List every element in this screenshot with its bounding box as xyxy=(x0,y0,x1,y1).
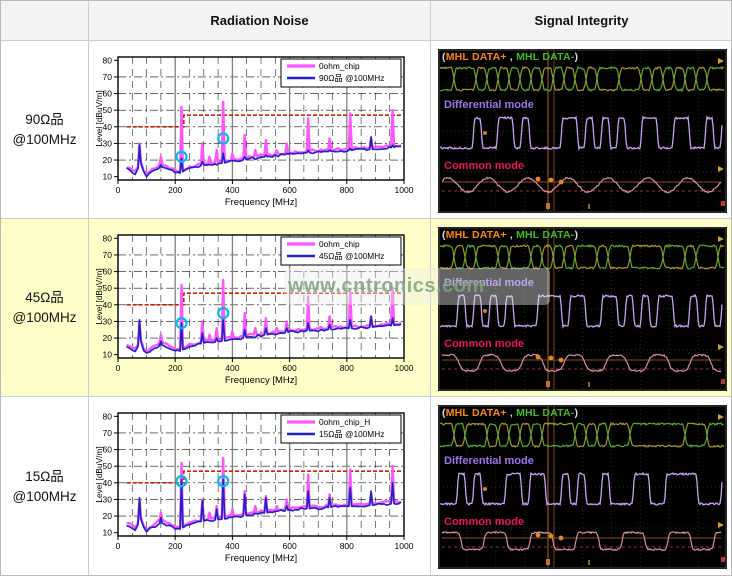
svg-text:10: 10 xyxy=(103,172,113,182)
signal-cell-45ohm: (MHL DATA+ , MHL DATA-) Differential mod… xyxy=(431,219,731,397)
svg-text:45Ω品 @100MHz: 45Ω品 @100MHz xyxy=(319,251,384,261)
svg-text:20: 20 xyxy=(103,333,113,343)
header-signal-integrity: Signal Integrity xyxy=(431,1,731,41)
row-label-15ohm-line1: 15Ω品 xyxy=(25,468,64,484)
scope-waveforms-90ohm xyxy=(438,49,727,213)
svg-text:200: 200 xyxy=(168,363,182,373)
svg-text:600: 600 xyxy=(283,541,297,551)
row-label-15ohm: 15Ω品 @100MHz xyxy=(1,397,89,575)
svg-text:60: 60 xyxy=(103,267,113,277)
svg-text:80: 80 xyxy=(103,233,113,243)
radiation-cell-90ohm: 10 20 30 40 50 60 70 80 0 200 400 600 800 1000 Frequen… xyxy=(89,41,431,219)
svg-text:60: 60 xyxy=(103,89,113,99)
svg-text:70: 70 xyxy=(103,72,113,82)
signal-cell-15ohm: (MHL DATA+ , MHL DATA-) Differential mod… xyxy=(431,397,731,575)
differential-mode-label: Differential mode xyxy=(444,277,534,289)
svg-text:600: 600 xyxy=(283,363,297,373)
row-label-90ohm-line2: @100MHz xyxy=(12,131,77,147)
svg-text:200: 200 xyxy=(168,541,182,551)
differential-mode-label: Differential mode xyxy=(444,455,534,467)
scope-waveforms-45ohm xyxy=(438,227,727,391)
signal-cell-90ohm: (MHL DATA+ , MHL DATA-) Differential mod… xyxy=(431,41,731,219)
svg-text:400: 400 xyxy=(225,541,239,551)
radiation-cell-45ohm: 10 20 30 40 50 60 70 80 0 200 400 600 800 1000 Frequen… xyxy=(89,219,431,397)
svg-text:50: 50 xyxy=(103,283,113,293)
svg-text:Frequency [MHz]: Frequency [MHz] xyxy=(225,553,297,564)
common-mode-label: Common mode xyxy=(444,338,525,350)
scope-title-15ohm: (MHL DATA+ , MHL DATA-) xyxy=(442,407,579,419)
scope-title-45ohm: (MHL DATA+ , MHL DATA-) xyxy=(442,229,579,241)
scope-title-90ohm: (MHL DATA+ , MHL DATA-) xyxy=(442,51,579,63)
svg-text:80: 80 xyxy=(103,55,113,65)
svg-text:70: 70 xyxy=(103,250,113,260)
signal-integrity-scope-45ohm: (MHL DATA+ , MHL DATA-) Differential mod… xyxy=(438,227,727,391)
row-label-90ohm: 90Ω品 @100MHz xyxy=(1,41,89,219)
svg-text:30: 30 xyxy=(103,494,113,504)
svg-text:Level [dBuV/m]: Level [dBuV/m] xyxy=(95,90,104,146)
svg-text:1000: 1000 xyxy=(395,541,414,551)
svg-text:30: 30 xyxy=(103,316,113,326)
header-radiation-noise-label: Radiation Noise xyxy=(210,13,309,28)
svg-text:1000: 1000 xyxy=(395,185,414,195)
scope-waveforms-15ohm xyxy=(438,405,727,569)
svg-text:15Ω品 @100MHz: 15Ω品 @100MHz xyxy=(319,429,384,439)
svg-text:0: 0 xyxy=(116,541,121,551)
svg-text:10: 10 xyxy=(103,350,113,360)
signal-integrity-scope-90ohm: (MHL DATA+ , MHL DATA-) Differential mod… xyxy=(438,49,727,213)
svg-text:70: 70 xyxy=(103,428,113,438)
svg-text:40: 40 xyxy=(103,122,113,132)
svg-text:30: 30 xyxy=(103,138,113,148)
svg-text:0ohm_chip: 0ohm_chip xyxy=(319,61,360,71)
svg-text:400: 400 xyxy=(225,363,239,373)
svg-text:1000: 1000 xyxy=(395,363,414,373)
svg-text:40: 40 xyxy=(103,478,113,488)
svg-text:Frequency [MHz]: Frequency [MHz] xyxy=(225,375,297,386)
svg-text:50: 50 xyxy=(103,105,113,115)
svg-text:80: 80 xyxy=(103,411,113,421)
svg-text:800: 800 xyxy=(340,541,354,551)
signal-integrity-scope-15ohm: (MHL DATA+ , MHL DATA-) Differential mod… xyxy=(438,405,727,569)
svg-text:20: 20 xyxy=(103,155,113,165)
radiation-cell-15ohm: 10 20 30 40 50 60 70 80 0 200 400 600 800 1000 Frequen… xyxy=(89,397,431,575)
svg-text:Level [dBuV/m]: Level [dBuV/m] xyxy=(95,268,104,324)
common-mode-label: Common mode xyxy=(444,160,525,172)
row-label-45ohm-line2: @100MHz xyxy=(12,309,77,325)
svg-text:20: 20 xyxy=(103,511,113,521)
header-radiation-noise: Radiation Noise xyxy=(89,1,431,41)
row-label-15ohm-line2: @100MHz xyxy=(12,488,77,504)
svg-text:0ohm_chip: 0ohm_chip xyxy=(319,239,360,249)
row-label-45ohm-line1: 45Ω品 xyxy=(25,289,64,305)
header-corner-cell xyxy=(1,1,89,41)
svg-text:Level [dBuV/m]: Level [dBuV/m] xyxy=(95,446,104,502)
svg-text:200: 200 xyxy=(168,185,182,195)
row-label-90ohm-line1: 90Ω品 xyxy=(25,111,64,127)
common-mode-label: Common mode xyxy=(444,516,525,528)
svg-text:800: 800 xyxy=(340,185,354,195)
svg-text:400: 400 xyxy=(225,185,239,195)
svg-text:800: 800 xyxy=(340,363,354,373)
svg-text:40: 40 xyxy=(103,300,113,310)
svg-text:0ohm_chip_H: 0ohm_chip_H xyxy=(319,417,370,427)
svg-text:0: 0 xyxy=(116,185,121,195)
svg-text:10: 10 xyxy=(103,528,113,538)
svg-text:Frequency [MHz]: Frequency [MHz] xyxy=(225,197,297,208)
header-signal-integrity-label: Signal Integrity xyxy=(534,13,629,28)
svg-text:60: 60 xyxy=(103,445,113,455)
svg-text:0: 0 xyxy=(116,363,121,373)
row-label-45ohm: 45Ω品 @100MHz xyxy=(1,219,89,397)
svg-text:600: 600 xyxy=(283,185,297,195)
svg-text:90Ω品 @100MHz: 90Ω品 @100MHz xyxy=(319,73,384,83)
differential-mode-label: Differential mode xyxy=(444,99,534,111)
svg-text:50: 50 xyxy=(103,461,113,471)
